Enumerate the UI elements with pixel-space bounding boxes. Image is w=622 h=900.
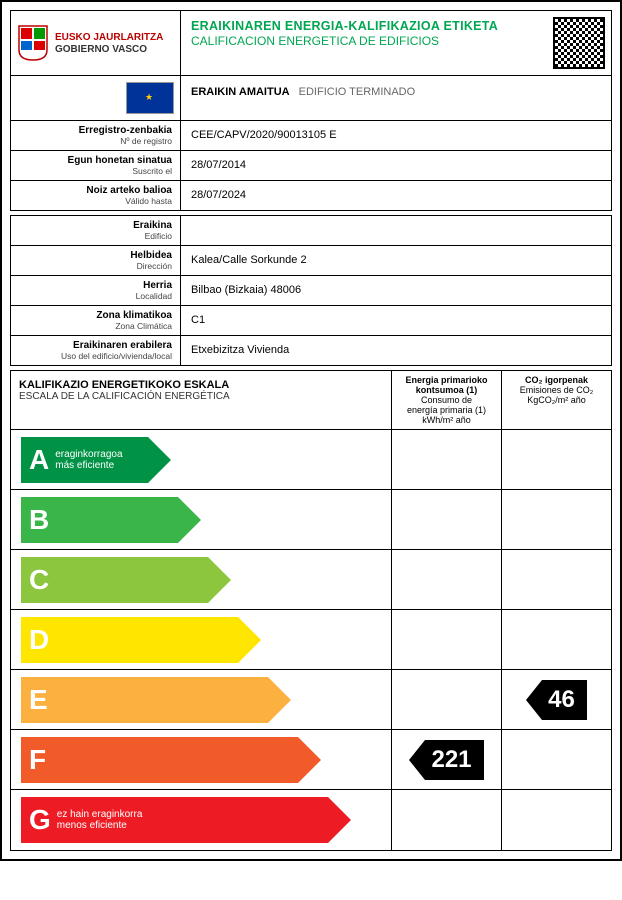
basque-shield-icon <box>17 24 49 62</box>
info-value: Etxebizitza Vivienda <box>181 336 611 365</box>
title-eu: ERAIKINAREN ENERGIA-KALIFIKAZIOA ETIKETA <box>191 19 537 33</box>
energy-value <box>391 670 501 729</box>
grade-letter: E <box>29 684 48 716</box>
scale-title-eu: KALIFIKAZIO ENERGETIKOKO ESKALA <box>19 379 383 391</box>
eu-flag-icon <box>126 82 174 114</box>
grade-row-C: C <box>11 550 611 610</box>
info-row: HelbideaDirecciónKalea/Calle Sorkunde 2 <box>11 246 611 276</box>
energy-value: 221 <box>391 730 501 789</box>
status-row: ERAIKIN AMAITUA EDIFICIO TERMINADO <box>10 76 612 121</box>
status-text: ERAIKIN AMAITUA EDIFICIO TERMINADO <box>181 76 611 120</box>
energy-value <box>391 550 501 609</box>
grade-letter: C <box>29 564 49 596</box>
scale-title: KALIFIKAZIO ENERGETIKOKO ESKALA ESCALA D… <box>11 371 391 429</box>
energy-value <box>391 610 501 669</box>
arrow-cell: Aeraginkorragoamás eficiente <box>11 437 391 483</box>
scale-section: KALIFIKAZIO ENERGETIKOKO ESKALA ESCALA D… <box>10 370 612 851</box>
info-value: C1 <box>181 306 611 335</box>
energy-value <box>391 430 501 489</box>
grade-arrow: B <box>21 497 201 543</box>
col-energy: Energia primarioko kontsumoa (1) Consumo… <box>391 371 501 429</box>
grade-row-B: B <box>11 490 611 550</box>
info-label: HerriaLocalidad <box>11 276 181 305</box>
logo-text-eu: EUSKO JAURLARITZA <box>55 32 163 43</box>
co2-value <box>501 790 611 850</box>
qr-cell <box>547 11 611 75</box>
grade-letter: D <box>29 624 49 656</box>
grade-letter: G <box>29 804 51 836</box>
info-row: Egun honetan sinatuaSuscrito el28/07/201… <box>11 151 611 181</box>
co2-value <box>501 430 611 489</box>
info-label: EraikinaEdificio <box>11 216 181 245</box>
result-co2: 46 <box>542 680 587 720</box>
info-value: 28/07/2024 <box>181 181 611 210</box>
energy-value <box>391 490 501 549</box>
info-label: Noiz arteko balioaVálido hasta <box>11 181 181 210</box>
grade-arrow: Aeraginkorragoamás eficiente <box>21 437 171 483</box>
status-eu: ERAIKIN AMAITUA <box>191 86 290 98</box>
header: EUSKO JAURLARITZA GOBIERNO VASCO ERAIKIN… <box>10 10 612 76</box>
grade-letter: A <box>29 444 49 476</box>
info-row: HerriaLocalidadBilbao (Bizkaia) 48006 <box>11 276 611 306</box>
col-co2: CO₂ igorpenak Emisiones de CO₂ KgCO₂/m² … <box>501 371 611 429</box>
info-row: EraikinaEdificio <box>11 216 611 246</box>
grade-arrow: F <box>21 737 321 783</box>
info-value: 28/07/2014 <box>181 151 611 180</box>
info-row: Zona klimatikoaZona ClimáticaC1 <box>11 306 611 336</box>
info-label: Eraikinaren erabileraUso del edificio/vi… <box>11 336 181 365</box>
co2-value <box>501 730 611 789</box>
grade-letter: F <box>29 744 46 776</box>
co2-value <box>501 610 611 669</box>
info-label: Zona klimatikoaZona Climática <box>11 306 181 335</box>
grade-arrow: E <box>21 677 291 723</box>
grade-row-G: Gez hain eraginkorramenos eficiente <box>11 790 611 850</box>
arrow-cell: Gez hain eraginkorramenos eficiente <box>11 797 391 843</box>
info-row: Eraikinaren erabileraUso del edificio/vi… <box>11 336 611 365</box>
logo-text-es: GOBIERNO VASCO <box>55 44 163 55</box>
info-label: Erregistro-zenbakiaNº de registro <box>11 121 181 150</box>
grade-letter: B <box>29 504 49 536</box>
arrow-cell: D <box>11 617 391 663</box>
registry-table: Erregistro-zenbakiaNº de registroCEE/CAP… <box>10 121 612 211</box>
arrow-cell: C <box>11 557 391 603</box>
info-value: CEE/CAPV/2020/90013105 E <box>181 121 611 150</box>
scale-header: KALIFIKAZIO ENERGETIKOKO ESKALA ESCALA D… <box>11 371 611 430</box>
energy-value <box>391 790 501 850</box>
info-value: Kalea/Calle Sorkunde 2 <box>181 246 611 275</box>
grade-row-D: D <box>11 610 611 670</box>
co2-value: 46 <box>501 670 611 729</box>
grade-arrow: Gez hain eraginkorramenos eficiente <box>21 797 351 843</box>
grade-row-E: E 46 <box>11 670 611 730</box>
building-table: EraikinaEdificioHelbideaDirecciónKalea/C… <box>10 215 612 366</box>
co2-value <box>501 490 611 549</box>
info-label: HelbideaDirección <box>11 246 181 275</box>
status-es: EDIFICIO TERMINADO <box>299 86 416 98</box>
info-row: Erregistro-zenbakiaNº de registroCEE/CAP… <box>11 121 611 151</box>
grade-arrow: C <box>21 557 231 603</box>
eu-flag-cell <box>11 76 181 120</box>
arrow-cell: E <box>11 677 391 723</box>
grade-row-F: F 221 <box>11 730 611 790</box>
title-es: CALIFICACION ENERGETICA DE EDIFICIOS <box>191 34 537 48</box>
grade-arrows: Aeraginkorragoamás eficiente BCDE 46 F 221 Ge… <box>11 430 611 850</box>
grade-row-A: Aeraginkorragoamás eficiente <box>11 430 611 490</box>
grade-arrow: D <box>21 617 261 663</box>
arrow-cell: F <box>11 737 391 783</box>
energy-label: EUSKO JAURLARITZA GOBIERNO VASCO ERAIKIN… <box>0 0 622 861</box>
result-energy: 221 <box>425 740 483 780</box>
info-row: Noiz arteko balioaVálido hasta28/07/2024 <box>11 181 611 210</box>
title: ERAIKINAREN ENERGIA-KALIFIKAZIOA ETIKETA… <box>181 11 547 75</box>
scale-title-es: ESCALA DE LA CALIFICACIÓN ENERGÉTICA <box>19 391 383 402</box>
info-value: Bilbao (Bizkaia) 48006 <box>181 276 611 305</box>
co2-value <box>501 550 611 609</box>
qr-code-icon <box>553 17 605 69</box>
govt-logo: EUSKO JAURLARITZA GOBIERNO VASCO <box>11 11 181 75</box>
arrow-cell: B <box>11 497 391 543</box>
info-label: Egun honetan sinatuaSuscrito el <box>11 151 181 180</box>
info-value <box>181 216 611 245</box>
